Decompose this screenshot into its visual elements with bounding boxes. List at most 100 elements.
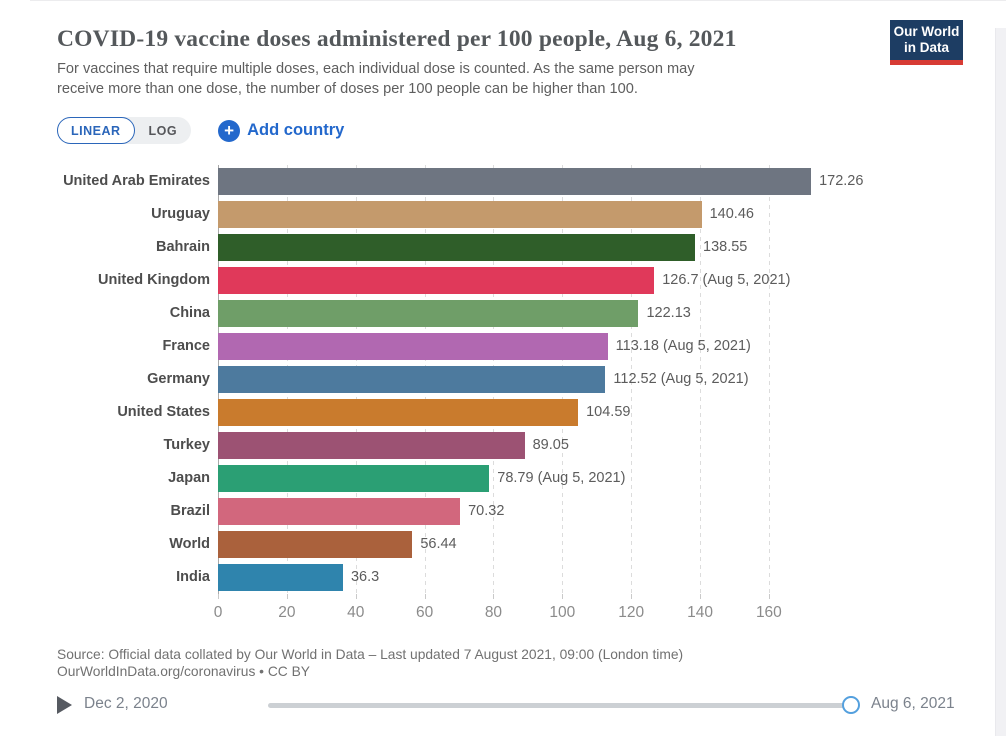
x-axis-tick — [493, 594, 495, 599]
value-label: 104.59 — [586, 404, 631, 420]
bar-chart-plot: 0 20 40 60 80 100 120 140 160 United Arab Emirate… — [0, 165, 990, 635]
license-text: OurWorldInData.org/coronavirus • CC BY — [57, 664, 311, 680]
value-label: 113.18 (Aug 5, 2021) — [615, 338, 751, 354]
x-axis-tick-label: 60 — [415, 604, 434, 621]
source-text: Source: Official data collated by Our Wo… — [57, 647, 684, 662]
bar-brazil[interactable] — [218, 498, 461, 525]
page-title: COVID-19 vaccine doses administered per … — [57, 26, 737, 52]
country-label: United States — [117, 404, 210, 420]
country-label: United Kingdom — [98, 272, 210, 288]
source-note: Source: Official data collated by Our Wo… — [57, 646, 857, 680]
gridline — [700, 165, 702, 594]
scrollbar[interactable] — [995, 28, 1006, 736]
add-country-button[interactable]: + Add country — [218, 119, 345, 142]
gridline — [768, 165, 770, 594]
x-axis-tick — [768, 594, 770, 599]
x-axis-tick — [424, 594, 426, 599]
bar-china[interactable] — [218, 300, 639, 327]
x-axis-tick — [355, 594, 357, 599]
scale-toggle: LINEAR LOG — [57, 117, 192, 144]
bar-row: Uruguay 140.46 — [0, 198, 990, 231]
country-label: Brazil — [170, 503, 211, 519]
x-axis-tick — [631, 594, 633, 599]
bar-row: China 122.13 — [0, 297, 990, 330]
x-axis-tick-label: 160 — [755, 604, 782, 621]
subtitle-line-1: For vaccines that require multiple doses… — [57, 61, 695, 77]
country-label: Bahrain — [156, 239, 210, 255]
bar-germany[interactable] — [218, 366, 606, 393]
subtitle-line-2: receive more than one dose, the number o… — [57, 80, 638, 97]
x-axis-tick-label: 140 — [687, 604, 713, 621]
bar-world[interactable] — [218, 531, 413, 558]
x-axis-tick — [700, 594, 702, 599]
bar-united-states[interactable] — [218, 399, 579, 426]
value-label: 126.7 (Aug 5, 2021) — [662, 272, 791, 288]
timeline-start-date: Dec 2, 2020 — [84, 695, 168, 712]
timeline: Dec 2, 2020 Aug 6, 2021 — [0, 688, 1006, 724]
value-label: 138.55 — [703, 239, 748, 255]
country-label: Japan — [168, 470, 210, 486]
value-label: 172.26 — [819, 173, 864, 189]
bar-france[interactable] — [218, 333, 608, 360]
x-axis-tick-label: 40 — [347, 604, 365, 621]
x-axis-tick — [562, 594, 564, 599]
owid-logo-text: Our World in Data — [890, 20, 963, 60]
x-axis-tick-label: 0 — [213, 604, 223, 621]
x-axis-tick-label: 20 — [278, 604, 296, 621]
bar-japan[interactable] — [218, 465, 490, 492]
country-label: France — [162, 338, 210, 354]
timeline-track[interactable] — [268, 703, 846, 708]
value-label: 56.44 — [420, 536, 457, 552]
bar-united-arab-emirates[interactable] — [218, 168, 812, 195]
value-label: 112.52 (Aug 5, 2021) — [613, 371, 749, 387]
bar-row: Turkey 89.05 — [0, 429, 990, 462]
x-axis-tick-label: 120 — [618, 604, 645, 621]
bar-row: Bahrain 138.55 — [0, 231, 990, 264]
owid-logo-red-bar — [890, 60, 963, 65]
x-axis-tick-label: 80 — [484, 604, 503, 621]
x-axis-tick — [218, 594, 219, 599]
owid-logo[interactable]: Our World in Data — [890, 20, 963, 65]
value-label: 122.13 — [646, 305, 691, 321]
linear-scale-button[interactable]: LINEAR — [57, 117, 135, 144]
value-label: 36.3 — [350, 569, 380, 585]
country-label: United Arab Emirates — [63, 173, 210, 189]
country-label: Turkey — [163, 437, 210, 453]
timeline-end-date: Aug 6, 2021 — [871, 695, 955, 712]
bar-row: Brazil 70.32 — [0, 495, 990, 528]
value-label: 140.46 — [709, 206, 754, 222]
bar-row: Japan 78.79 (Aug 5, 2021) — [0, 462, 990, 495]
country-label: India — [176, 569, 210, 585]
country-label: Germany — [147, 371, 210, 387]
plus-icon: + — [218, 119, 241, 142]
bar-row: World 56.44 — [0, 528, 990, 561]
value-label: 70.32 — [468, 503, 505, 519]
bar-row: India 36.3 — [0, 561, 990, 594]
bar-row: United States 104.59 — [0, 396, 990, 429]
page-subtitle: For vaccines that require multiple doses… — [57, 60, 797, 99]
country-label: World — [169, 536, 210, 552]
play-icon[interactable] — [57, 696, 72, 714]
value-label: 89.05 — [532, 437, 569, 453]
log-scale-button[interactable]: LOG — [148, 123, 178, 138]
bar-india[interactable] — [218, 564, 343, 591]
chart-controls: LINEAR LOG + Add country — [57, 117, 344, 144]
bar-row: United Arab Emirates 172.26 — [0, 165, 990, 198]
country-label: China — [169, 305, 210, 321]
top-divider — [30, 0, 1006, 1]
bar-row: Germany 112.52 (Aug 5, 2021) — [0, 363, 990, 396]
bar-row: United Kingdom 126.7 (Aug 5, 2021) — [0, 264, 990, 297]
bar-bahrain[interactable] — [218, 234, 696, 261]
bar-row: France 113.18 (Aug 5, 2021) — [0, 330, 990, 363]
bar-uruguay[interactable] — [218, 201, 702, 228]
country-label: Uruguay — [151, 206, 210, 222]
x-axis-tick — [286, 594, 288, 599]
add-country-label: Add country — [247, 121, 345, 139]
x-axis-tick-label: 100 — [549, 604, 576, 621]
bar-turkey[interactable] — [218, 432, 525, 459]
gridline — [631, 165, 633, 594]
bar-united-kingdom[interactable] — [218, 267, 655, 294]
value-label: 78.79 (Aug 5, 2021) — [497, 470, 626, 486]
timeline-handle[interactable] — [842, 696, 860, 714]
